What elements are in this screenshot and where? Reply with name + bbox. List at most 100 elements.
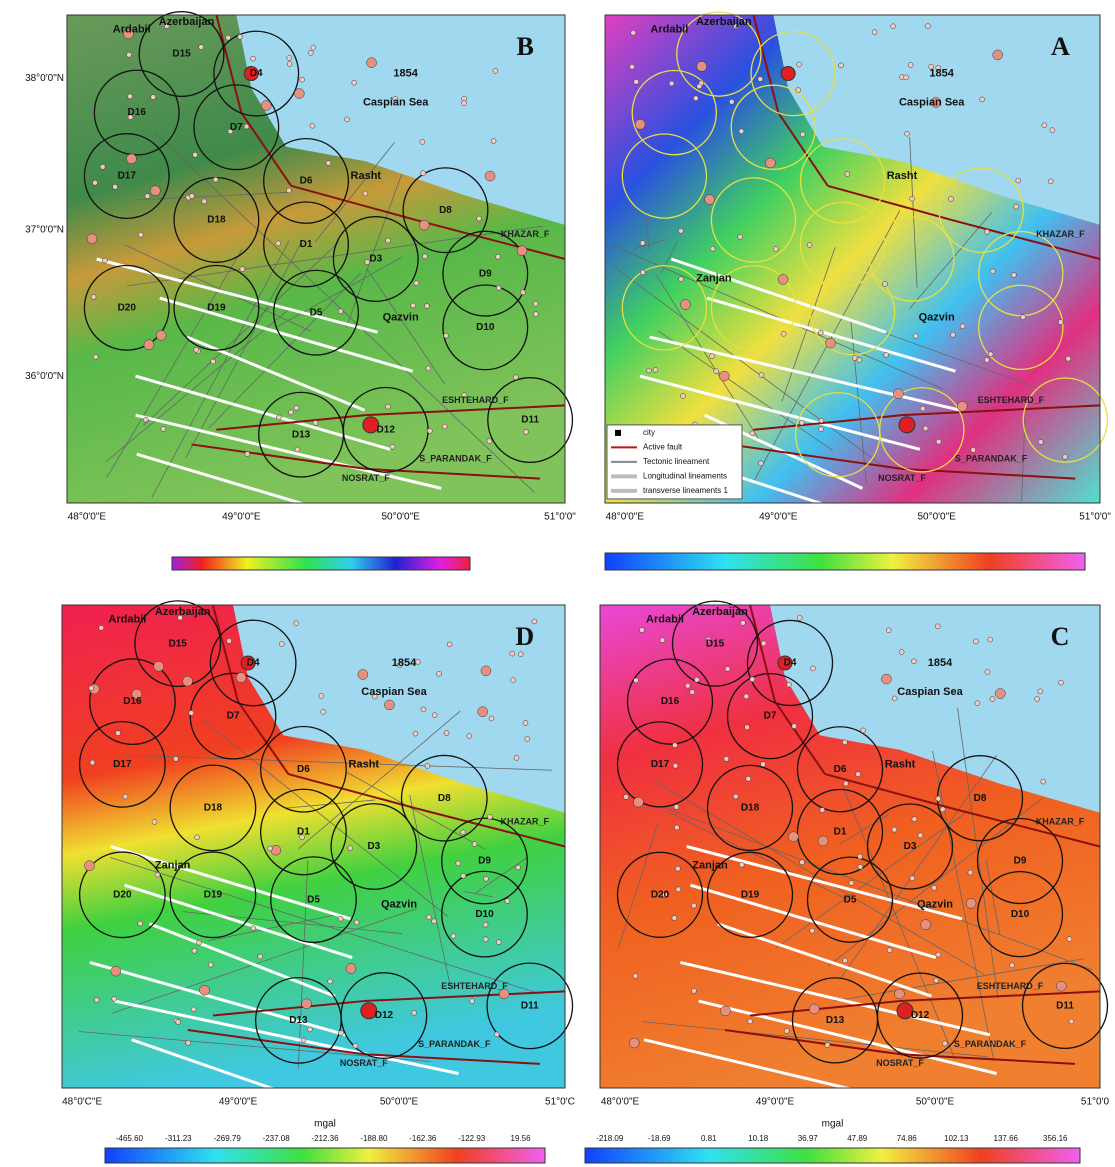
earthquake	[797, 62, 802, 67]
earthquake	[740, 620, 745, 625]
earthquake	[481, 666, 491, 676]
zone-label: D1	[300, 239, 313, 250]
earthquake	[948, 196, 953, 201]
earthquake	[630, 64, 635, 69]
earthquake	[151, 95, 156, 100]
earthquake	[748, 1019, 753, 1024]
earthquake	[975, 701, 980, 706]
earthquake	[787, 682, 792, 687]
earthquake	[456, 861, 461, 866]
earthquake	[321, 709, 326, 714]
colorbar-tick-label: 0.81	[701, 1134, 717, 1143]
earthquake	[678, 277, 683, 282]
earthquake	[858, 864, 863, 869]
earthquake	[818, 836, 828, 846]
earthquake	[477, 216, 482, 221]
earthquake	[673, 763, 678, 768]
zone-label: D15	[706, 638, 725, 649]
place-label: Zanjan	[696, 272, 732, 284]
earthquake	[437, 671, 442, 676]
legend-label: Active fault	[643, 443, 683, 452]
earthquake	[523, 720, 528, 725]
earthquake	[487, 439, 492, 444]
earthquake	[287, 62, 292, 67]
earthquake	[720, 1006, 730, 1016]
place-label: Qazvin	[383, 311, 419, 323]
earthquake	[191, 1007, 196, 1012]
earthquake	[635, 119, 645, 129]
earthquake	[155, 872, 160, 877]
x-axis-label: 50°0'0"E	[381, 512, 420, 523]
earthquake	[918, 833, 923, 838]
colorbar-tick-label: 137.66	[994, 1134, 1019, 1143]
earthquake	[750, 677, 755, 682]
earthquake	[908, 62, 913, 67]
place-label: KHAZAR_F	[501, 229, 550, 239]
zone-label: D4	[250, 68, 263, 79]
earthquake	[796, 88, 801, 93]
place-label: Caspian Sea	[899, 97, 965, 109]
place-label: Ardabil	[108, 613, 146, 625]
earthquake	[491, 138, 496, 143]
earthquake	[758, 77, 763, 82]
zone-label: D12	[377, 424, 396, 435]
earthquake	[251, 926, 256, 931]
place-label: Ardabil	[113, 24, 151, 36]
colorbar-tick-label: -162.36	[409, 1134, 437, 1143]
place-label: Azerbaijan	[696, 16, 752, 28]
earthquake	[856, 772, 861, 777]
earthquake	[724, 756, 729, 761]
earthquake	[250, 56, 255, 61]
x-axis-label: 51°0'0"	[544, 512, 576, 523]
earthquake	[523, 429, 528, 434]
earthquake	[744, 694, 749, 699]
earthquake	[936, 439, 941, 444]
colorbar-tick-label: 19.56	[511, 1134, 532, 1143]
zone-label: D20	[118, 302, 137, 313]
earthquake	[739, 862, 744, 867]
earthquake	[809, 1004, 819, 1014]
place-label: Caspian Sea	[361, 686, 427, 698]
earthquake	[533, 312, 538, 317]
place-label: 1854	[392, 657, 417, 669]
earthquake	[208, 962, 213, 967]
earthquake	[145, 194, 150, 199]
earthquake	[925, 24, 930, 29]
earthquake	[202, 199, 207, 204]
earthquake	[301, 1038, 306, 1043]
zone-label: D10	[476, 322, 495, 333]
earthquake	[352, 80, 357, 85]
earthquake	[386, 238, 391, 243]
earthquake	[904, 75, 909, 80]
earthquake	[759, 372, 764, 377]
earthquake	[905, 131, 910, 136]
earthquake	[761, 641, 766, 646]
legend-symbol	[615, 430, 621, 436]
earthquake	[199, 45, 204, 50]
colorbar	[585, 1148, 1080, 1163]
earthquake	[244, 124, 249, 129]
earthquake	[672, 916, 677, 921]
earthquake	[1050, 128, 1055, 133]
earthquake	[640, 270, 645, 275]
earthquake	[451, 934, 456, 939]
earthquake	[957, 401, 967, 411]
earthquake	[761, 762, 766, 767]
earthquake	[288, 410, 293, 415]
earthquake	[183, 676, 193, 686]
earthquake	[338, 309, 343, 314]
earthquake	[872, 30, 877, 35]
zone-label: D7	[764, 711, 777, 722]
place-label: ESHTEHARD_F	[442, 395, 509, 405]
colorbar-tick-label: -18.69	[648, 1134, 671, 1143]
zone-label: D20	[651, 889, 670, 900]
place-label: Qazvin	[919, 311, 955, 323]
earthquake	[881, 674, 891, 684]
colorbar-tick-label: -122.93	[458, 1134, 486, 1143]
earthquake	[413, 731, 418, 736]
colorbar-tick-label: -188.80	[360, 1134, 388, 1143]
earthquake	[514, 755, 519, 760]
figure: BAzerbaijanArdabil1854Caspian SeaRashtQa…	[0, 0, 1115, 1167]
earthquake	[516, 865, 521, 870]
zone-label: D19	[207, 302, 226, 313]
